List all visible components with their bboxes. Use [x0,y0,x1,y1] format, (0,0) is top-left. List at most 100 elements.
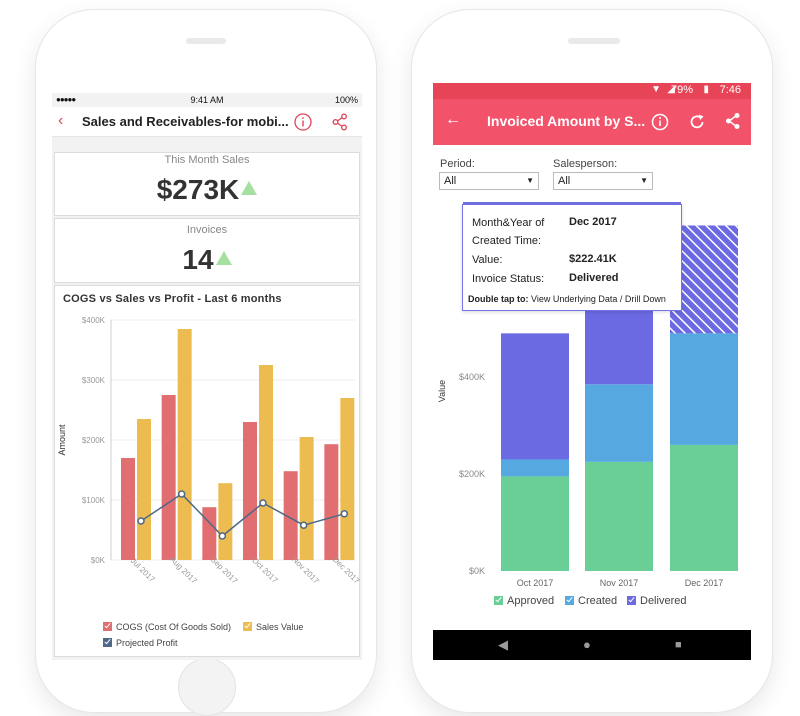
info-icon[interactable] [651,113,669,131]
bar [324,444,339,560]
y-axis-label: Amount [57,424,67,456]
wifi-icon: ▼ [651,84,661,95]
iphone-device: ●●●●● 9:41 AM 100% ‹ Sales and Receivabl… [36,10,376,716]
app-header: ‹ Sales and Receivables-for mobi... [52,107,362,137]
legend-label: Delivered [640,595,687,607]
kpi-value: $273K [55,174,359,206]
share-icon[interactable] [725,112,741,130]
y-tick-label: $0K [91,556,106,565]
nav-home-icon[interactable]: ● [583,637,591,652]
android-screen: ▼ ◢ 79% ▮ 7:46 ← Invoiced Amount by S... [433,83,751,660]
kpi-label: This Month Sales [164,154,250,166]
y-tick-label: $200K [459,469,485,479]
ios-status-bar: ●●●●● 9:41 AM 100% [52,93,362,107]
tooltip-value: $222.41K [569,253,617,265]
line-point [340,510,349,518]
x-tick-label: Jul 2017 [129,556,157,584]
checkbox-icon [103,638,112,647]
legend-item-sales[interactable]: Sales Value [243,622,303,632]
period-select[interactable]: All ▼ [439,172,539,190]
bar [218,483,233,560]
share-icon[interactable] [332,113,348,131]
tooltip-key: Invoice Status: [472,273,545,285]
x-tick-label: Nov 2017 [600,578,639,587]
refresh-icon[interactable] [688,113,706,131]
y-tick-label: $400K [82,316,106,325]
android-device: ▼ ◢ 79% ▮ 7:46 ← Invoiced Amount by S... [412,10,772,712]
line-point [218,532,227,540]
kpi-card-invoices[interactable]: Invoices 14 [54,218,360,283]
trend-up-icon [215,251,232,265]
y-tick-label: $300K [82,376,106,385]
bar [283,471,298,560]
line-point [259,499,267,507]
iphone-speaker [186,38,226,44]
salesperson-select[interactable]: All ▼ [553,172,653,190]
bar [161,395,176,560]
bar [340,398,355,560]
bar [137,419,151,560]
bar [177,329,192,560]
tooltip-key: Created Time: [472,235,542,247]
bar [259,365,273,560]
page-title: Invoiced Amount by S... [487,113,646,129]
chart-tooltip[interactable]: Month&Year of Dec 2017 Created Time: Val… [462,202,682,311]
info-icon[interactable] [294,113,312,131]
android-nav-bar: ◀ ● ■ [433,630,751,660]
arrow-left-icon[interactable]: ← [445,111,461,128]
legend-item-profit[interactable]: Projected Profit [103,638,178,648]
checkbox-icon [243,622,252,631]
chart-card: COGS vs Sales vs Profit - Last 6 months … [54,285,361,657]
tooltip-key: Month&Year of [472,217,545,229]
y-tick-label: $100K [82,496,106,505]
chevron-left-icon[interactable]: ‹ [58,112,64,129]
tooltip-footer-text: View Underlying Data / Drill Down [528,294,666,304]
tooltip-key: Value: [472,254,503,266]
stack-segment [585,461,653,571]
legend-item-delivered[interactable]: Delivered [627,595,686,607]
nav-back-icon[interactable]: ◀ [498,637,508,652]
period-filter-label: Period: [440,158,475,170]
legend-label: COGS (Cost Of Goods Sold) [116,622,232,632]
stack-segment [501,476,569,571]
legend-item-cogs[interactable]: COGS (Cost Of Goods Sold) [103,622,231,632]
bar [243,422,257,560]
page-title: Sales and Receivables-for mobi... [82,114,289,129]
nav-recents-icon[interactable]: ■ [675,639,682,651]
legend-item-approved[interactable]: Approved [494,595,554,607]
stack-segment [670,444,738,571]
trend-up-icon [241,181,258,195]
kpi-card-sales[interactable]: This Month Sales $273K [54,152,360,216]
legend-item-created[interactable]: Created [565,595,617,607]
y-axis-label: Value [437,380,447,402]
android-speaker [568,38,620,44]
tooltip-value: Dec 2017 [569,216,617,228]
kpi-value: 14 [55,244,359,276]
series-line [140,493,345,538]
line-point [299,521,308,529]
kpi-value-text: 14 [182,244,214,275]
tooltip-footer-bold: Double tap to: [468,294,529,304]
chevron-down-icon: ▼ [526,176,534,185]
legend-label: Approved [507,595,555,607]
signal-icon: ●●●●● [56,95,76,104]
battery-level: 79% [670,84,693,96]
legend-label: Sales Value [256,622,304,632]
legend-label: Created [578,595,618,607]
stack-segment [501,333,569,460]
kpi-label: Invoices [186,224,228,236]
iphone-home-button[interactable] [178,658,236,716]
stack-segment [585,384,653,462]
status-time: 7:46 [719,84,741,96]
x-tick-label: Dec 2017 [685,578,724,587]
tooltip-footer: Double tap to: View Underlying Data / Dr… [468,294,666,304]
stack-segment [501,459,569,477]
iphone-screen: ●●●●● 9:41 AM 100% ‹ Sales and Receivabl… [52,93,362,660]
signal-icon: ◢ [667,84,675,95]
salesperson-select-value: All [558,175,571,187]
stack-segment [670,333,738,445]
battery-level: 100% [334,95,358,105]
bar [121,458,135,560]
line-point [177,490,186,498]
